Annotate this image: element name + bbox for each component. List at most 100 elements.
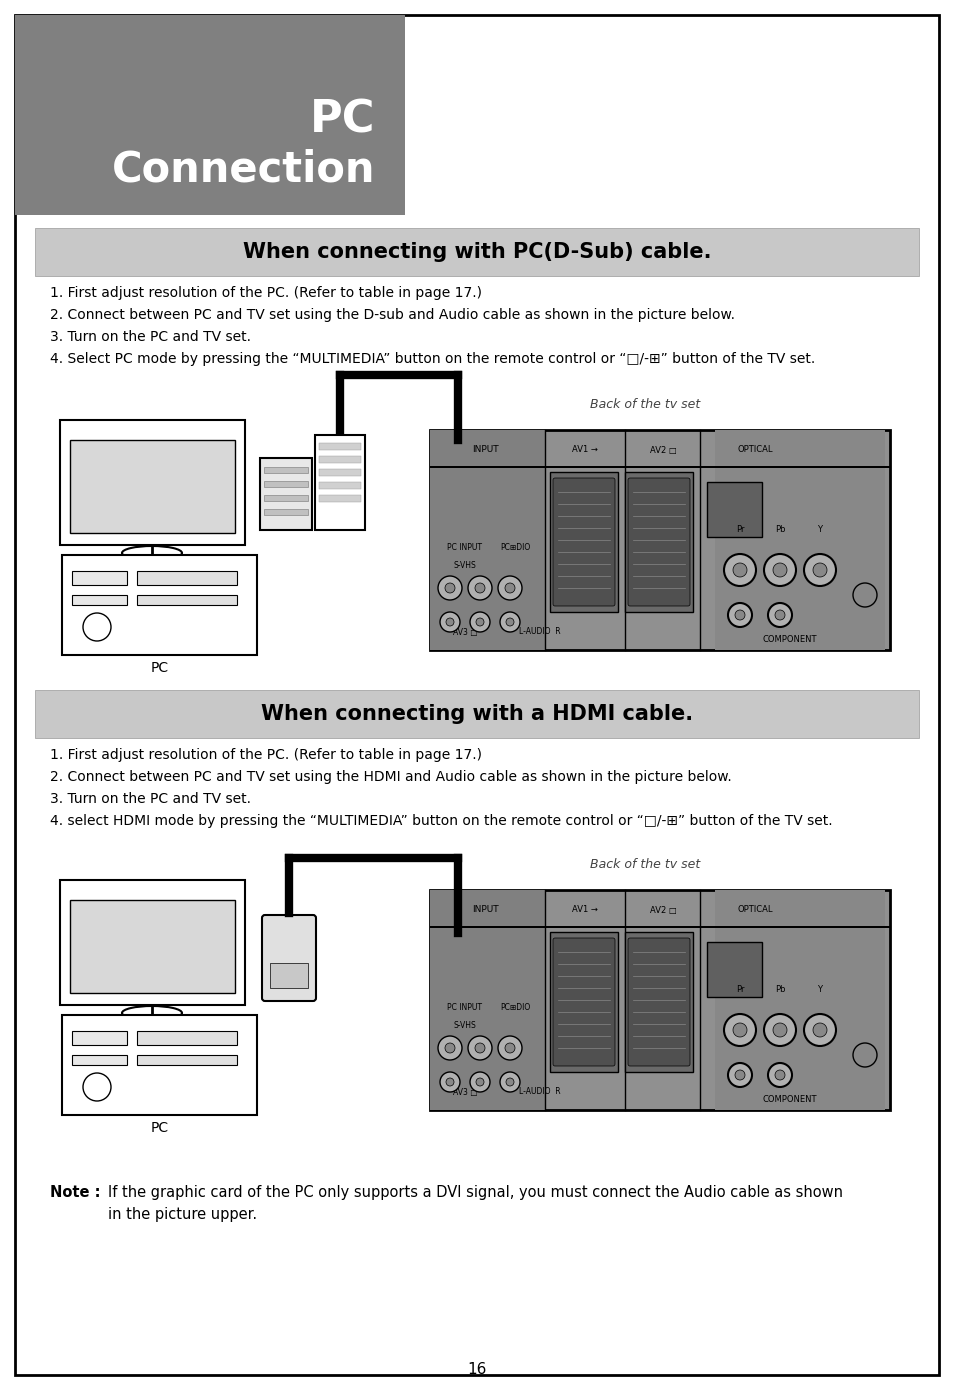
Bar: [318, 469, 360, 476]
Text: OPTICAL: OPTICAL: [737, 906, 772, 914]
Bar: [264, 495, 308, 501]
Text: Back of the tv set: Back of the tv set: [589, 398, 700, 412]
Bar: [550, 472, 618, 612]
Bar: [430, 466, 889, 467]
Text: PC: PC: [309, 98, 375, 141]
Circle shape: [812, 1024, 826, 1037]
Circle shape: [772, 563, 786, 577]
Text: 1. First adjust resolution of the PC. (Refer to table in page 17.): 1. First adjust resolution of the PC. (R…: [50, 286, 481, 300]
Text: COMPONENT: COMPONENT: [762, 1096, 817, 1104]
Circle shape: [772, 1024, 786, 1037]
Circle shape: [852, 583, 876, 608]
Bar: [430, 430, 889, 651]
Circle shape: [734, 1069, 744, 1080]
Circle shape: [437, 1036, 461, 1060]
Circle shape: [803, 553, 835, 585]
Bar: [35, 227, 918, 276]
Bar: [624, 472, 692, 612]
Circle shape: [505, 1078, 514, 1086]
Circle shape: [497, 1036, 521, 1060]
Circle shape: [475, 583, 484, 594]
Bar: [318, 495, 360, 502]
Text: 4. Select PC mode by pressing the “MULTIMEDIA” button on the remote control or “: 4. Select PC mode by pressing the “MULTI…: [50, 352, 815, 366]
Text: PC INPUT: PC INPUT: [447, 1004, 482, 1013]
Text: AV2 □: AV2 □: [649, 906, 676, 914]
Circle shape: [476, 619, 483, 626]
Bar: [62, 555, 256, 655]
Bar: [264, 481, 308, 487]
Text: 4. select HDMI mode by pressing the “MULTIMEDIA” button on the remote control or: 4. select HDMI mode by pressing the “MUL…: [50, 814, 832, 828]
Bar: [714, 430, 884, 651]
Circle shape: [499, 1072, 519, 1092]
Bar: [550, 932, 618, 1072]
Circle shape: [763, 1014, 795, 1046]
Bar: [318, 442, 360, 449]
Text: When connecting with PC(D-Sub) cable.: When connecting with PC(D-Sub) cable.: [242, 241, 711, 262]
Bar: [270, 963, 308, 988]
Circle shape: [468, 1036, 492, 1060]
Circle shape: [446, 619, 454, 626]
Circle shape: [727, 1062, 751, 1087]
Bar: [70, 900, 234, 993]
Circle shape: [439, 612, 459, 632]
Circle shape: [767, 1062, 791, 1087]
Circle shape: [767, 603, 791, 627]
Circle shape: [499, 612, 519, 632]
Text: Connection: Connection: [112, 148, 375, 191]
FancyBboxPatch shape: [627, 479, 689, 606]
Bar: [260, 458, 312, 530]
Circle shape: [734, 610, 744, 620]
FancyBboxPatch shape: [627, 938, 689, 1067]
Text: Y: Y: [817, 986, 821, 994]
Circle shape: [504, 1043, 515, 1053]
Bar: [430, 890, 889, 1110]
Text: If the graphic card of the PC only supports a DVI signal, you must connect the A: If the graphic card of the PC only suppo…: [108, 1184, 842, 1200]
Text: AV1 →: AV1 →: [572, 445, 598, 455]
Circle shape: [852, 1043, 876, 1067]
Circle shape: [774, 610, 784, 620]
Text: PC⊞DIO: PC⊞DIO: [499, 1004, 530, 1013]
Circle shape: [732, 563, 746, 577]
Bar: [714, 890, 884, 1110]
Text: 3. Turn on the PC and TV set.: 3. Turn on the PC and TV set.: [50, 330, 251, 344]
Text: When connecting with a HDMI cable.: When connecting with a HDMI cable.: [261, 705, 692, 724]
Circle shape: [812, 563, 826, 577]
Bar: [264, 467, 308, 473]
Text: Pb: Pb: [774, 526, 784, 534]
Bar: [264, 509, 308, 515]
Bar: [430, 430, 544, 651]
Bar: [430, 927, 889, 928]
Circle shape: [723, 553, 755, 585]
Text: AV1 →: AV1 →: [572, 906, 598, 914]
Circle shape: [470, 1072, 490, 1092]
Circle shape: [468, 576, 492, 601]
Text: 16: 16: [467, 1362, 486, 1377]
Text: PC: PC: [151, 662, 169, 675]
Bar: [137, 595, 236, 605]
Text: 3. Turn on the PC and TV set.: 3. Turn on the PC and TV set.: [50, 792, 251, 806]
Bar: [137, 1056, 236, 1065]
Ellipse shape: [122, 546, 182, 560]
Bar: [35, 689, 918, 738]
Circle shape: [476, 1078, 483, 1086]
Bar: [706, 942, 761, 997]
Bar: [15, 15, 405, 215]
Bar: [71, 1031, 127, 1044]
Bar: [137, 1031, 236, 1044]
FancyBboxPatch shape: [553, 479, 615, 606]
Circle shape: [437, 576, 461, 601]
Bar: [430, 890, 544, 1110]
Circle shape: [83, 613, 111, 641]
Text: S-VHS: S-VHS: [453, 1021, 476, 1029]
FancyBboxPatch shape: [262, 915, 315, 1001]
Text: COMPONENT: COMPONENT: [762, 635, 817, 645]
Text: Pr: Pr: [735, 986, 743, 994]
Circle shape: [444, 583, 455, 594]
Bar: [318, 456, 360, 463]
FancyBboxPatch shape: [553, 938, 615, 1067]
Circle shape: [446, 1078, 454, 1086]
Text: in the picture upper.: in the picture upper.: [108, 1207, 257, 1222]
Text: L-AUDIO  R: L-AUDIO R: [518, 627, 560, 637]
Bar: [318, 483, 360, 490]
Text: PC: PC: [151, 1121, 169, 1135]
